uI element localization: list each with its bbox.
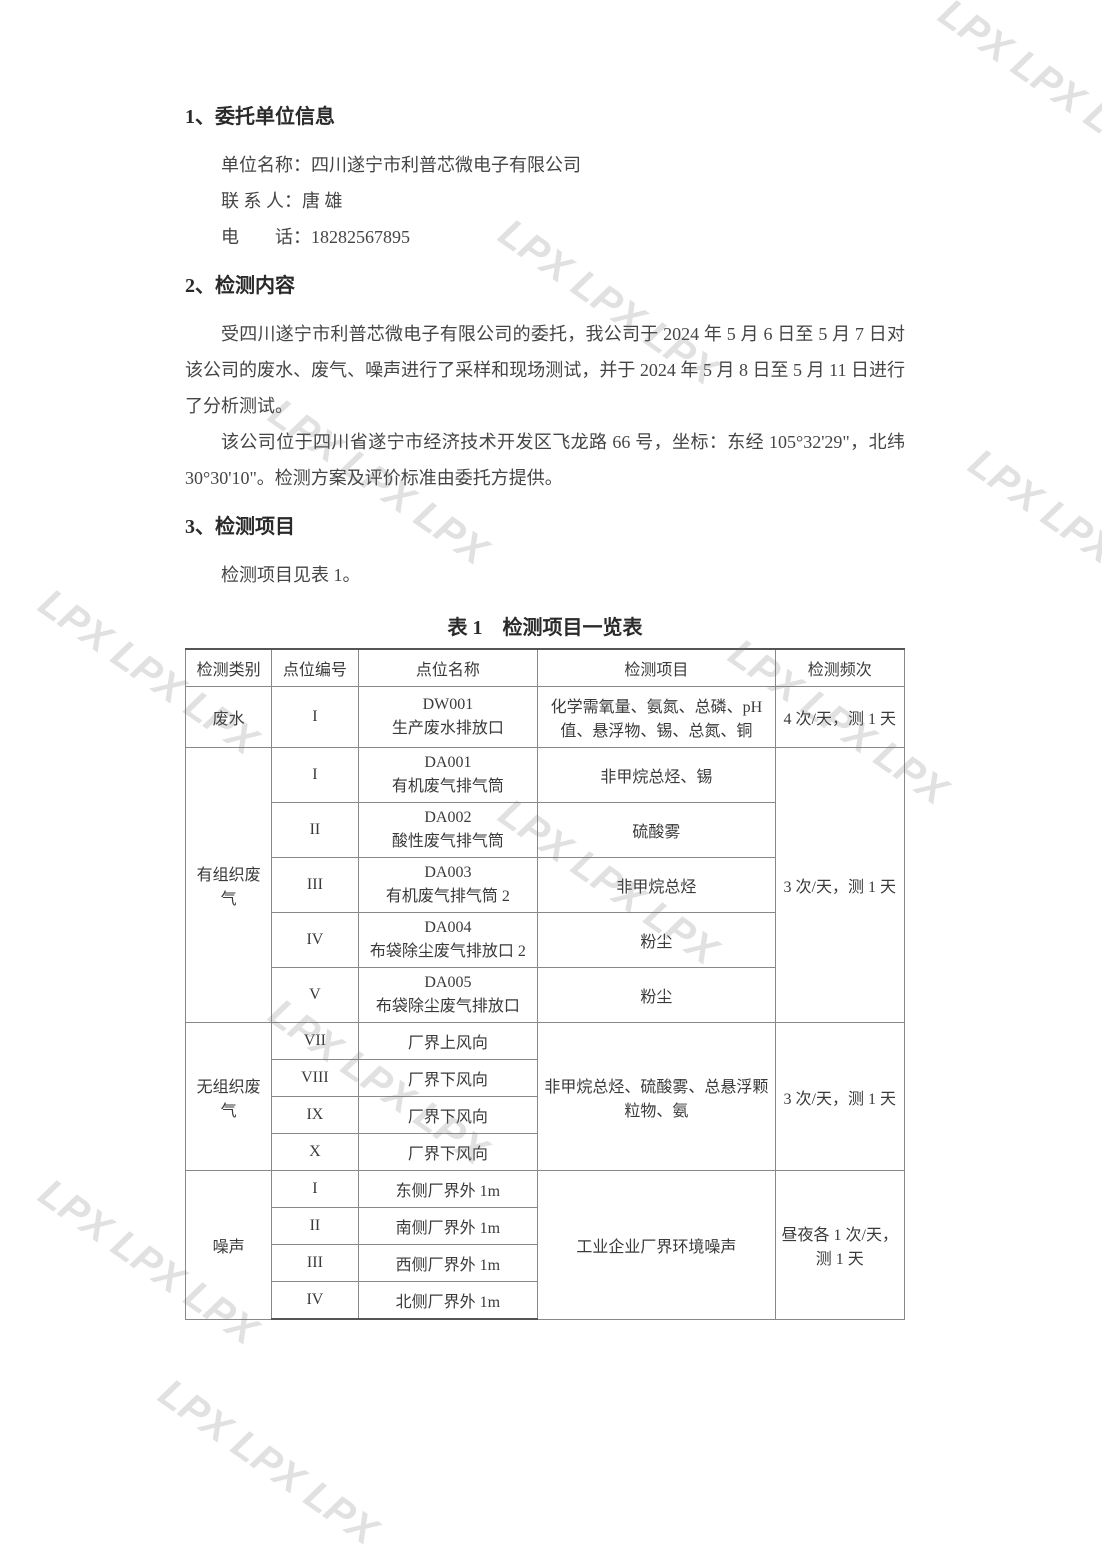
section-1: 1、委托单位信息 单位名称：四川遂宁市利普芯微电子有限公司 联 系 人：唐 雄 …	[185, 100, 905, 255]
section-3-heading: 3、检测项目	[185, 510, 905, 539]
cell-frequency: 昼夜各 1 次/天，测 1 天	[775, 1171, 904, 1320]
th-frequency: 检测频次	[775, 649, 904, 687]
cell-code: X	[272, 1134, 358, 1171]
cell-item: 工业企业厂界环境噪声	[538, 1171, 775, 1320]
unit-label: 单位名称：	[221, 155, 311, 175]
contact-value: 唐 雄	[302, 191, 343, 211]
section-3: 3、检测项目 检测项目见表 1。 表 1 检测项目一览表 检测类别 点位编号 点…	[185, 510, 905, 1320]
cell-item: 化学需氧量、氨氮、总磷、pH值、悬浮物、锡、总氮、铜	[538, 687, 775, 748]
table-row: 无组织废气VII厂界上风向非甲烷总烃、硫酸雾、总悬浮颗粒物、氨3 次/天，测 1…	[186, 1023, 905, 1060]
phone-line: 电 话：18282567895	[185, 219, 905, 255]
section-2: 2、检测内容 受四川遂宁市利普芯微电子有限公司的委托，我公司于 2024 年 5…	[185, 269, 905, 496]
section-2-heading: 2、检测内容	[185, 269, 905, 298]
contact-line: 联 系 人：唐 雄	[185, 183, 905, 219]
cell-category: 无组织废气	[186, 1023, 272, 1171]
cell-code: IX	[272, 1097, 358, 1134]
cell-point: DA005布袋除尘废气排放口	[358, 968, 538, 1023]
cell-item: 非甲烷总烃、锡	[538, 748, 775, 803]
cell-code: I	[272, 748, 358, 803]
cell-code: I	[272, 1171, 358, 1208]
section-3-intro: 检测项目见表 1。	[185, 557, 905, 593]
th-code: 点位编号	[272, 649, 358, 687]
watermark: LPX LPX LPX	[930, 0, 1102, 174]
table-row: 有组织废气IDA001有机废气排气筒非甲烷总烃、锡3 次/天，测 1 天	[186, 748, 905, 803]
section-2-para-1: 受四川遂宁市利普芯微电子有限公司的委托，我公司于 2024 年 5 月 6 日至…	[185, 316, 905, 424]
cell-point: DA001有机废气排气筒	[358, 748, 538, 803]
table-row: 噪声I东侧厂界外 1m工业企业厂界环境噪声昼夜各 1 次/天，测 1 天	[186, 1171, 905, 1208]
cell-code: I	[272, 687, 358, 748]
cell-code: III	[272, 1245, 358, 1282]
section-2-para-2: 该公司位于四川省遂宁市经济技术开发区飞龙路 66 号，坐标：东经 105°32'…	[185, 424, 905, 496]
phone-label: 电 话：	[221, 227, 311, 247]
unit-line: 单位名称：四川遂宁市利普芯微电子有限公司	[185, 147, 905, 183]
cell-point: 厂界上风向	[358, 1023, 538, 1060]
phone-value: 18282567895	[311, 227, 410, 247]
cell-item: 粉尘	[538, 913, 775, 968]
unit-value: 四川遂宁市利普芯微电子有限公司	[311, 155, 581, 175]
cell-item: 硫酸雾	[538, 803, 775, 858]
cell-category: 废水	[186, 687, 272, 748]
cell-code: VIII	[272, 1060, 358, 1097]
document-page: 1、委托单位信息 单位名称：四川遂宁市利普芯微电子有限公司 联 系 人：唐 雄 …	[185, 100, 905, 1320]
cell-point: DA003有机废气排气筒 2	[358, 858, 538, 913]
cell-point: 北侧厂界外 1m	[358, 1282, 538, 1320]
section-1-heading: 1、委托单位信息	[185, 100, 905, 129]
watermark: LPX LPX LPX	[960, 441, 1102, 624]
table-body: 废水IDW001生产废水排放口化学需氧量、氨氮、总磷、pH值、悬浮物、锡、总氮、…	[186, 687, 905, 1320]
th-item: 检测项目	[538, 649, 775, 687]
cell-code: VII	[272, 1023, 358, 1060]
table-header-row: 检测类别 点位编号 点位名称 检测项目 检测频次	[186, 649, 905, 687]
cell-item: 非甲烷总烃、硫酸雾、总悬浮颗粒物、氨	[538, 1023, 775, 1171]
cell-frequency: 3 次/天，测 1 天	[775, 1023, 904, 1171]
cell-point: 厂界下风向	[358, 1097, 538, 1134]
detection-table: 检测类别 点位编号 点位名称 检测项目 检测频次 废水IDW001生产废水排放口…	[185, 648, 905, 1320]
cell-point: 东侧厂界外 1m	[358, 1171, 538, 1208]
cell-frequency: 4 次/天，测 1 天	[775, 687, 904, 748]
cell-code: V	[272, 968, 358, 1023]
th-category: 检测类别	[186, 649, 272, 687]
cell-code: II	[272, 1208, 358, 1245]
cell-point: 西侧厂界外 1m	[358, 1245, 538, 1282]
cell-category: 噪声	[186, 1171, 272, 1320]
cell-item: 粉尘	[538, 968, 775, 1023]
th-point: 点位名称	[358, 649, 538, 687]
cell-frequency: 3 次/天，测 1 天	[775, 748, 904, 1023]
cell-category: 有组织废气	[186, 748, 272, 1023]
cell-point: DA002酸性废气排气筒	[358, 803, 538, 858]
cell-code: IV	[272, 1282, 358, 1320]
cell-code: III	[272, 858, 358, 913]
cell-code: II	[272, 803, 358, 858]
cell-point: 厂界下风向	[358, 1060, 538, 1097]
cell-code: IV	[272, 913, 358, 968]
watermark: LPX LPX LPX	[150, 1371, 385, 1554]
cell-point: DW001生产废水排放口	[358, 687, 538, 748]
cell-point: 厂界下风向	[358, 1134, 538, 1171]
table-row: 废水IDW001生产废水排放口化学需氧量、氨氮、总磷、pH值、悬浮物、锡、总氮、…	[186, 687, 905, 748]
contact-label: 联 系 人：	[221, 191, 302, 211]
cell-item: 非甲烷总烃	[538, 858, 775, 913]
cell-point: DA004布袋除尘废气排放口 2	[358, 913, 538, 968]
table-caption: 表 1 检测项目一览表	[185, 611, 905, 640]
cell-point: 南侧厂界外 1m	[358, 1208, 538, 1245]
